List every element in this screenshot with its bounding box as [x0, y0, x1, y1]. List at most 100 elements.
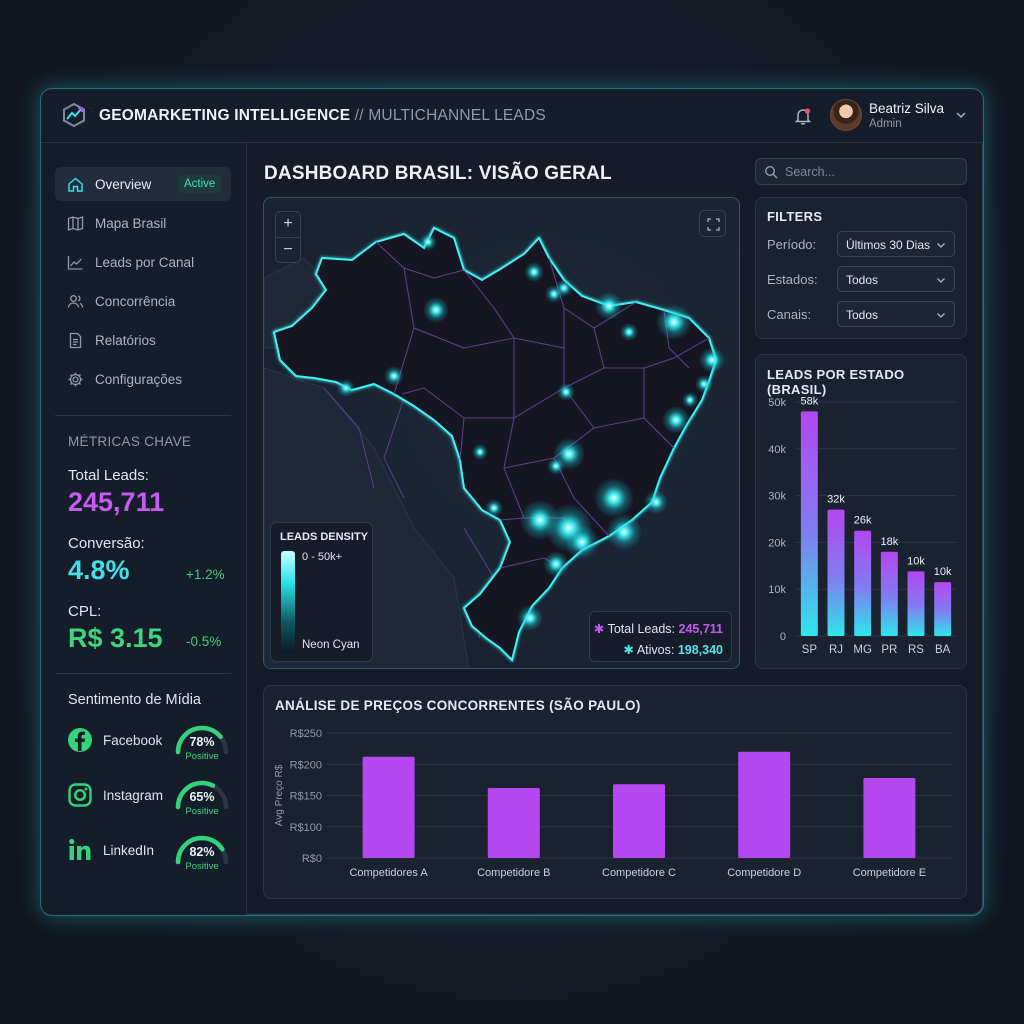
density-point [543, 551, 569, 577]
x-tick-label: PR [881, 644, 897, 656]
brazil-map-panel[interactable]: + − LEADS DENSITY 0 - 50k+ Neon Cyan ✱ T… [263, 197, 740, 669]
app-title: GEOMARKETING INTELLIGENCE // MULTICHANNE… [99, 107, 546, 125]
bar-competitor-5[interactable] [863, 778, 916, 858]
y-tick-label: 40k [768, 444, 786, 456]
data-label: 10k [907, 555, 925, 567]
sidebar: Overview Active Mapa Brasil Leads por Ca… [41, 143, 247, 915]
bar-competitor-4[interactable] [738, 751, 791, 858]
bar-rj[interactable] [827, 509, 845, 636]
sentiment-percent: 78% [189, 735, 215, 749]
bar-ba[interactable] [934, 582, 952, 636]
sidebar-item-overview[interactable]: Overview Active [55, 167, 231, 201]
chevron-down-icon [937, 313, 945, 318]
y-tick-label: R$150 [290, 791, 322, 803]
bell-icon[interactable] [793, 106, 813, 126]
canais-value: Todos [846, 308, 879, 322]
zoom-in-button[interactable]: + [276, 212, 300, 238]
network-name: Instagram [103, 788, 164, 803]
sidebar-item-mapa-brasil[interactable]: Mapa Brasil [55, 206, 231, 240]
sentiment-gauge [175, 725, 229, 755]
bullet-icon: ✱ [623, 643, 635, 657]
sidebar-item-label: Leads por Canal [95, 255, 195, 270]
sidebar-item-configuracoes[interactable]: Configurações [55, 362, 231, 396]
fullscreen-button[interactable] [699, 210, 726, 237]
app-window: GEOMARKETING INTELLIGENCE // MULTICHANNE… [40, 88, 984, 916]
density-point [557, 383, 575, 401]
sidebar-item-relatorios[interactable]: Relatórios [55, 323, 231, 357]
canais-select[interactable]: Todos [837, 301, 955, 327]
sentiment-label: Positive [185, 806, 219, 817]
density-point [682, 392, 698, 408]
x-tick-label: RS [908, 644, 924, 656]
network-name: Facebook [103, 733, 163, 748]
density-point [595, 292, 623, 320]
leads-por-estado-chart: 0 10k 20k 30k 40k 50k 58k SP 32k RJ 26k MG 18k PR 10k R… [768, 395, 956, 656]
density-point [644, 490, 668, 514]
bar-sp[interactable] [800, 411, 818, 636]
precos-concorrentes-panel: ANÁLISE DE PREÇOS CONCORRENTES (SÃO PAUL… [263, 685, 967, 899]
density-point [419, 233, 437, 251]
estados-select[interactable]: Todos [837, 266, 955, 292]
avatar[interactable] [830, 99, 862, 131]
density-point [695, 375, 713, 393]
sidebar-divider [55, 673, 231, 674]
page-title: DASHBOARD BRASIL: VISÃO GERAL [264, 163, 612, 184]
density-point [337, 379, 355, 397]
chevron-down-icon [937, 278, 945, 283]
users-icon [67, 295, 84, 308]
canais-label: Canais: [767, 307, 812, 322]
fullscreen-icon [707, 218, 720, 231]
sentiment-linkedin: LinkedIn 82% Positive [67, 831, 233, 875]
y-axis-label: Avg Preço R$ [274, 764, 285, 826]
user-role: Admin [869, 118, 902, 130]
density-point [662, 406, 690, 434]
brazil-map[interactable] [264, 198, 740, 669]
bar-mg[interactable] [854, 530, 872, 636]
sentiment-gauge [175, 780, 229, 810]
top-header: GEOMARKETING INTELLIGENCE // MULTICHANNE… [41, 89, 983, 143]
sentiment-facebook: Facebook 78% Positive [67, 721, 233, 765]
sentiment-percent: 82% [189, 845, 215, 859]
density-point [485, 499, 503, 517]
bar-competitor-1[interactable] [362, 756, 415, 858]
map-ativos-label: Ativos: [636, 643, 675, 657]
estados-value: Todos [846, 273, 879, 287]
sidebar-item-concorrencia[interactable]: Concorrência [55, 284, 231, 318]
bar-competitor-2[interactable] [487, 788, 540, 858]
chevron-down-icon[interactable] [955, 109, 967, 121]
sidebar-item-label: Overview [95, 177, 152, 192]
bar-rs[interactable] [907, 571, 925, 636]
periodo-value: Últimos 30 Dias [846, 238, 931, 252]
bullet-icon: ✱ [593, 622, 605, 636]
periodo-select[interactable]: Últimos 30 Dias [837, 231, 955, 257]
x-tick-label: Competidore E [853, 867, 926, 879]
cpl-label: CPL: [68, 603, 102, 620]
precos-concorrentes-title: ANÁLISE DE PREÇOS CONCORRENTES (SÃO PAUL… [275, 698, 641, 713]
chevron-down-icon [937, 243, 945, 248]
sentiment-instagram: Instagram 65% Positive [67, 776, 233, 820]
sidebar-item-leads-por-canal[interactable]: Leads por Canal [55, 245, 231, 279]
density-point [620, 323, 638, 341]
map-total-leads-label: Total Leads: [607, 622, 676, 636]
search-input[interactable] [785, 163, 960, 181]
bar-pr[interactable] [880, 551, 898, 636]
sidebar-item-label: Configurações [95, 372, 183, 387]
y-tick-label: 0 [780, 631, 786, 643]
periodo-label: Período: [767, 237, 817, 252]
sentiment-title: Sentimento de Mídia [68, 692, 201, 708]
search-icon [764, 165, 778, 179]
sentiment-label: Positive [185, 751, 219, 762]
sentiment-gauge [175, 835, 229, 865]
y-tick-label: R$0 [302, 853, 322, 865]
x-tick-label: SP [802, 644, 818, 656]
sidebar-item-label: Concorrência [95, 294, 176, 309]
y-tick-label: 30k [768, 491, 786, 503]
zoom-out-button[interactable]: − [283, 241, 293, 258]
legend-title: LEADS DENSITY [280, 531, 369, 543]
density-point [606, 514, 642, 550]
data-label: 18k [880, 536, 898, 548]
x-tick-label: Competidore D [727, 867, 801, 879]
density-legend: LEADS DENSITY 0 - 50k+ Neon Cyan [270, 522, 373, 662]
network-name: LinkedIn [103, 843, 155, 858]
bar-competitor-3[interactable] [613, 784, 665, 858]
